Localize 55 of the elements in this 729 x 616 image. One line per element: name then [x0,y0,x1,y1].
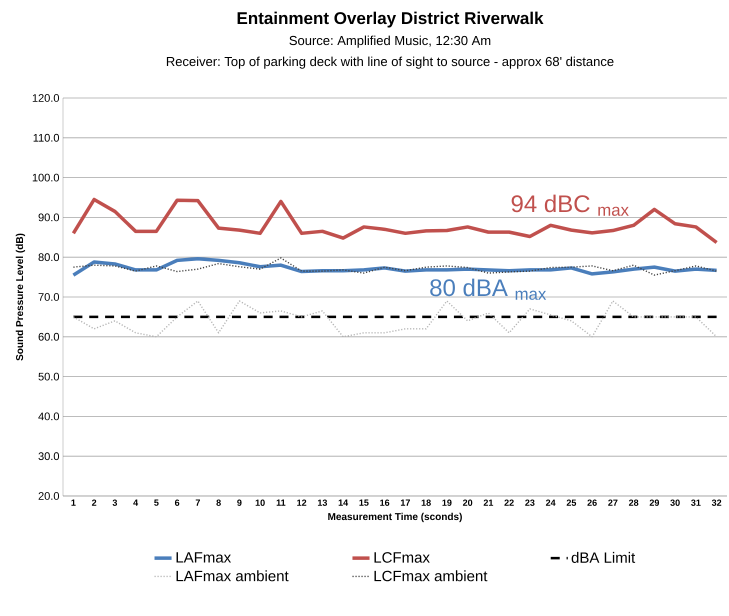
x-tick-label: 28 [628,500,638,506]
x-tick-label: 15 [359,500,369,506]
x-tick-label: 23 [525,500,535,506]
y-tick-label: 30.0 [38,452,60,460]
x-tick-label: 20 [462,500,472,506]
x-tick-label: 18 [422,500,431,506]
x-tick-label: 2 [92,500,96,506]
annotation: 94 dBC $_{max}$ [512,194,629,216]
y-tick-label: 80.0 [38,253,60,262]
x-tick-label: 14 [338,500,348,506]
x-tick-label: 9 [237,500,242,506]
x-tick-label: 12 [297,500,306,506]
x-tick-label: 19 [442,500,452,506]
x-tick-label: 8 [216,500,221,506]
x-axis-title: Measurement Time (sconds) [328,512,462,522]
x-tick-label: 21 [484,500,494,506]
x-tick-label: 10 [256,500,265,506]
y-tick-label: 50.0 [38,372,60,380]
x-tick-label: 26 [587,500,597,506]
x-tick-label: 3 [112,500,118,506]
legend-label: LAFmax ambient [176,570,289,582]
x-tick-label: 32 [712,500,722,506]
x-tick-label: 16 [380,500,390,506]
y-tick-label: 120.0 [32,94,60,102]
annotation: 80 dBA $_{max}$ [430,278,546,300]
x-tick-label: 13 [318,500,328,506]
x-tick-label: 24 [546,500,556,506]
x-tick-label: 5 [154,500,159,506]
y-tick-label: 100.0 [32,174,60,182]
legend-label: LCFmax [374,552,430,563]
x-tick-label: 22 [504,500,514,506]
text: Receiver: Top of parking deck with line of sight to source - approx 68' distance [166,56,614,69]
y-tick-label: 90.0 [38,214,60,222]
y-tick-label: 20.0 [38,492,60,500]
legend-label: LCFmax ambient [374,570,488,582]
x-tick-label: 30 [670,500,680,506]
y-tick-label: 40.0 [38,412,60,420]
legend-label: LAFmax [176,552,232,563]
x-tick-label: 4 [133,500,138,506]
chart-title: Entainment Overlay District Riverwalk [238,12,544,28]
x-tick-label: 17 [400,500,410,506]
y-tick-label: 60.0 [38,332,60,341]
x-tick-label: 29 [650,500,660,506]
y-axis-title: Sound Pressure Level (dB) [16,234,26,361]
x-tick-label: 25 [566,500,576,506]
chart-subtitle: Source: Amplified Music, 12:30 Am [289,36,490,48]
x-tick-label: 31 [691,500,701,506]
y-tick-label: 70.0 [38,293,60,301]
y-tick-label: 110.0 [34,134,60,142]
x-tick-label: 7 [196,500,200,506]
x-tick-label: 6 [174,500,180,506]
x-tick-label: 27 [608,500,618,506]
legend-label: dBA Limit [572,552,636,563]
x-tick-label: 11 [276,500,286,506]
x-tick-label: 1 [71,500,76,506]
